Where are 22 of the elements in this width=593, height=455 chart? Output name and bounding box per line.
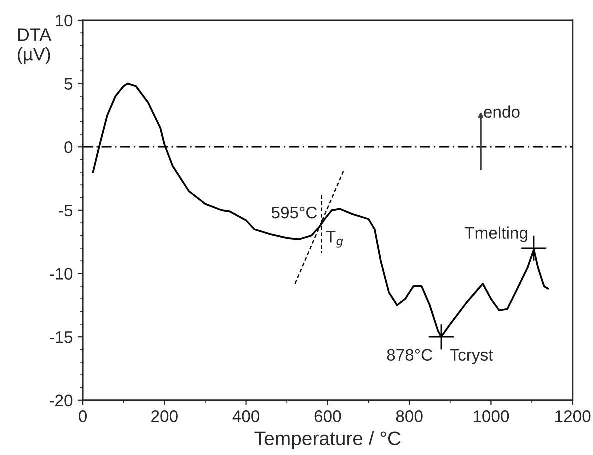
y-tick-label: -15 [50,332,73,344]
y-tick-label: -10 [50,268,73,280]
y-tick-label: -5 [59,205,73,217]
annotation: Tcryst [450,349,494,364]
annotation: Tmelting [464,226,528,242]
x-tick-label: 1000 [474,410,510,422]
x-tick-label: 200 [152,410,178,422]
x-axis-title: Temperature / °C [254,431,401,450]
annotation: endo [484,106,520,118]
x-tick-label: 0 [79,410,88,422]
y-tick-label: 0 [64,142,73,154]
x-tick-label: 600 [314,410,342,422]
annotation: T$_{g}$ [326,231,344,248]
y-axis-title: DTA (µV) [18,28,52,64]
y-tick-label: 5 [64,78,73,90]
x-tick-label: 800 [396,410,423,422]
x-tick-label: 1200 [556,410,591,422]
y-tick-label: 10 [56,14,73,27]
annotation: 595°C [272,206,318,219]
x-tick-label: 400 [232,410,260,422]
annotation: 878°C [387,349,432,361]
y-tick-label: -20 [50,394,73,407]
